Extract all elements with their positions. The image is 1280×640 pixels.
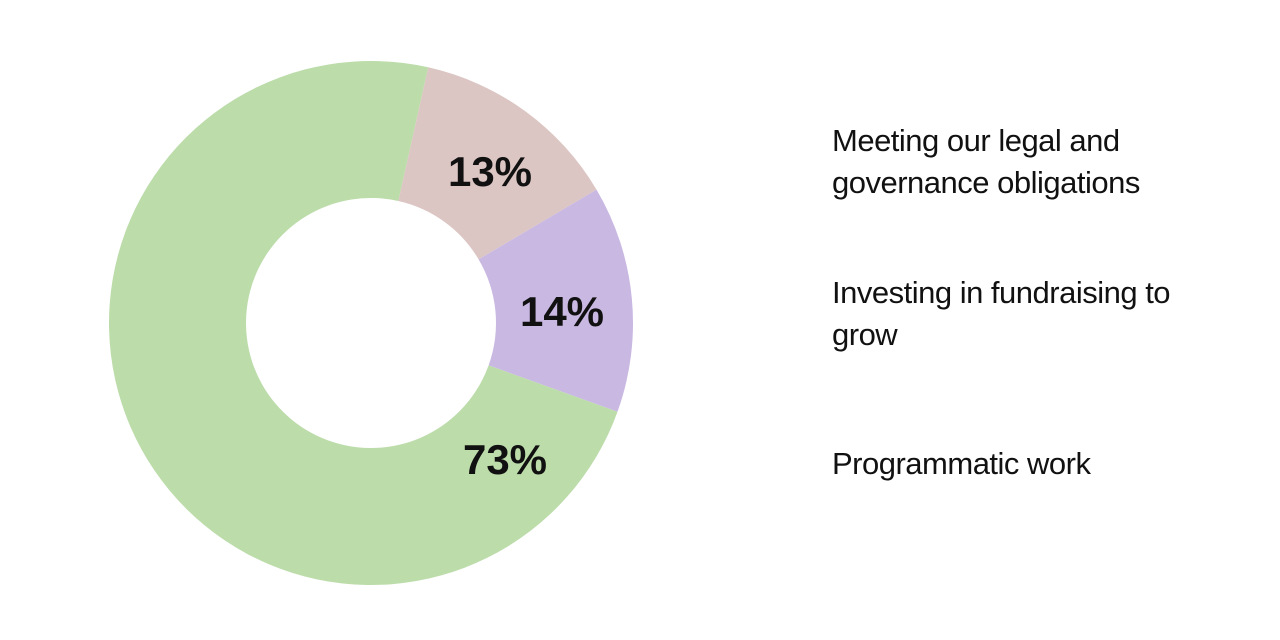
legend-label: Investing in fundraising to grow — [832, 275, 1171, 352]
slice-label: 13% — [448, 148, 532, 195]
donut-slice — [478, 189, 633, 412]
donut-slice — [108, 60, 618, 585]
legend-label: Meeting our legal and governance obligat… — [832, 123, 1140, 200]
slice-label: 73% — [463, 436, 547, 483]
donut-slice — [398, 67, 597, 260]
slice-label: 14% — [520, 288, 604, 335]
legend-label: Programmatic work — [832, 446, 1091, 481]
